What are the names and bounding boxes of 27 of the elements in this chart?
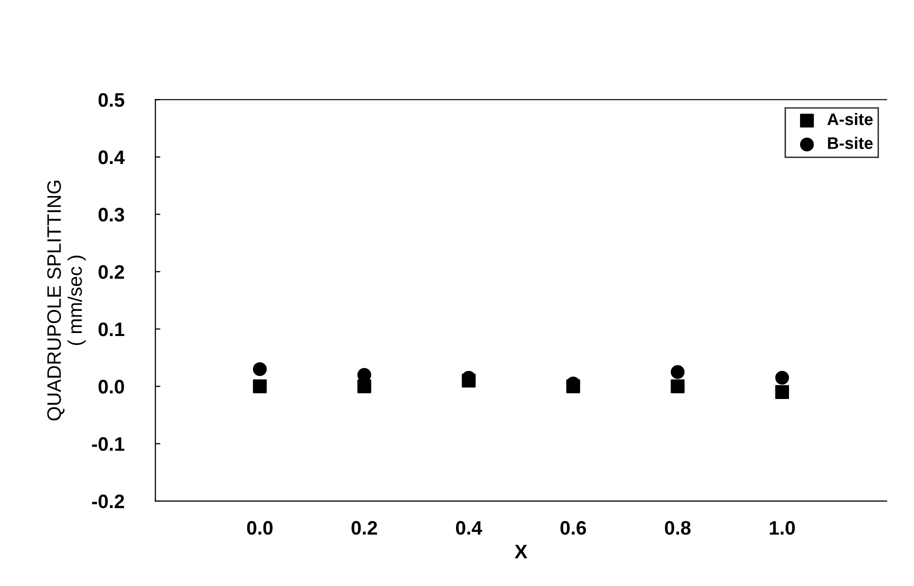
y-tick-label: -0.1 (92, 437, 124, 451)
y-tick-label: 0.4 (98, 150, 125, 164)
x-tick-label: 0.6 (560, 520, 586, 535)
x-tick-label: 0.4 (456, 520, 482, 535)
y-tick-label: 0.3 (98, 208, 124, 222)
x-tick-label: 0.8 (664, 520, 691, 535)
legend-label: A-site (827, 112, 873, 126)
point (357, 379, 372, 394)
y-tick-label: 0.1 (98, 322, 124, 336)
point (670, 365, 685, 379)
point (566, 379, 580, 394)
x-tick-label: 1.0 (770, 520, 795, 535)
point (670, 379, 685, 394)
x-tick-label: 0.2 (352, 520, 378, 535)
x-tick-label: 0.0 (247, 520, 273, 535)
x-axis-title: X (514, 544, 528, 558)
point (462, 374, 476, 388)
point (775, 385, 790, 399)
point (775, 370, 790, 385)
point (252, 362, 267, 376)
point (252, 379, 267, 394)
y-tick-label: 0.5 (98, 93, 124, 107)
y-tick-label: 0.2 (98, 265, 124, 279)
legend-label: B-site (828, 136, 873, 150)
y-axis-title: QUADRUPOLE SPLITTING ( mm/sec ) (47, 180, 86, 420)
y-tick-label: 0.0 (98, 380, 124, 394)
y-tick-label: -0.2 (92, 494, 124, 508)
